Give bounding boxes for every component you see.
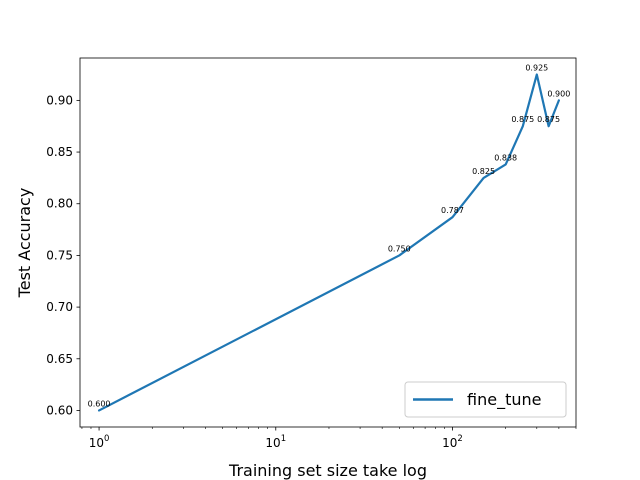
x-axis: 100 101 102 bbox=[81, 427, 577, 450]
x-axis-label: Training set size take log bbox=[228, 461, 427, 480]
y-tick-label: 0.65 bbox=[46, 352, 73, 366]
data-label: 0.787 bbox=[441, 206, 464, 215]
y-tick-label: 0.60 bbox=[46, 403, 73, 417]
x-tick-label: 101 bbox=[265, 434, 286, 450]
data-label: 0.875 bbox=[537, 115, 560, 124]
legend-label: fine_tune bbox=[467, 390, 541, 410]
y-tick-label: 0.90 bbox=[46, 93, 73, 107]
plot-area: 0.600 0.750 0.787 0.825 0.838 0.875 0.925 0.875… bbox=[88, 64, 570, 412]
x-tick-label: 100 bbox=[89, 434, 110, 450]
data-label: 0.600 bbox=[88, 399, 111, 408]
data-label: 0.750 bbox=[388, 244, 411, 253]
y-tick-label: 0.80 bbox=[46, 197, 73, 211]
data-label: 0.925 bbox=[525, 64, 548, 73]
x-tick-label: 102 bbox=[442, 434, 463, 450]
legend-box bbox=[404, 381, 567, 418]
axes-frame bbox=[79, 57, 577, 428]
y-tick-label: 0.75 bbox=[46, 248, 73, 262]
data-label: 0.825 bbox=[472, 167, 495, 176]
y-tick-label: 0.85 bbox=[46, 145, 73, 159]
data-label: 0.838 bbox=[494, 153, 517, 162]
data-label: 0.900 bbox=[547, 89, 570, 98]
y-axis: 0.60 0.65 0.70 0.75 0.80 0.85 0.90 bbox=[46, 93, 80, 417]
data-label: 0.875 bbox=[511, 115, 534, 124]
y-axis-label: Test Accuracy bbox=[15, 188, 34, 299]
y-tick-label: 0.70 bbox=[46, 300, 73, 314]
legend: fine_tune bbox=[404, 381, 567, 418]
